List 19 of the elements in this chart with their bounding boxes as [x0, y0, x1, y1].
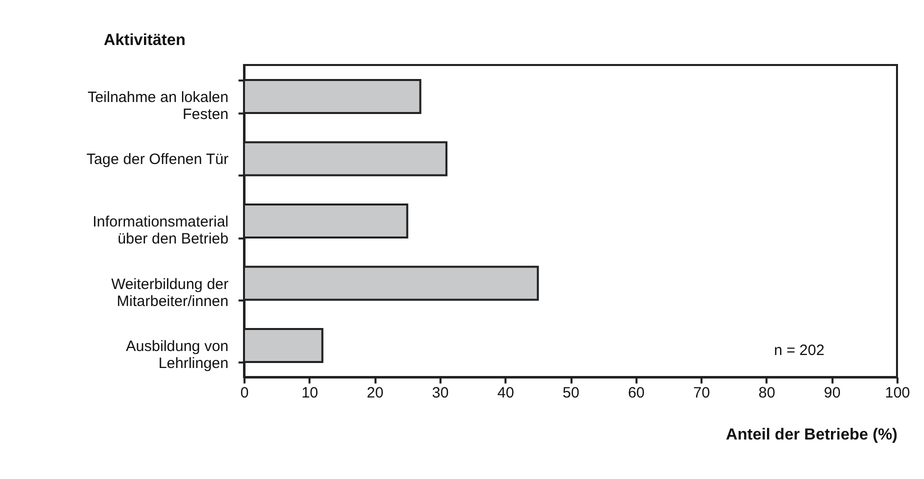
y-tick-label: Informationsmaterial über den Betrieb [92, 214, 228, 248]
y-tick-label: Tage der Offenen Tür [86, 151, 228, 168]
x-tick-label: 100 [884, 384, 910, 402]
annotation: n = 202 [774, 342, 824, 359]
x-tick-label: 20 [366, 384, 384, 402]
y-tick-label: Ausbildung von Lehrlingen [126, 338, 228, 372]
x-tick-label: 30 [432, 384, 449, 402]
x-tick-label: 90 [824, 384, 841, 402]
chart-title: Aktivitäten [104, 32, 186, 49]
x-tick-label: 50 [562, 384, 580, 402]
x-tick-label: 10 [301, 384, 318, 402]
x-tick-label: 40 [497, 384, 514, 402]
x-tick-label: 80 [758, 384, 776, 402]
x-axis-title: Anteil der Betriebe (%) [726, 426, 898, 444]
y-tick-label: Teilnahme an lokalen Festen [88, 88, 228, 123]
x-tick-label: 0 [240, 384, 249, 402]
x-tick-label: 60 [628, 384, 645, 402]
y-tick-label: Weiterbildung der Mitarbeiter/innen [111, 276, 228, 310]
x-tick-label: 70 [693, 384, 710, 402]
